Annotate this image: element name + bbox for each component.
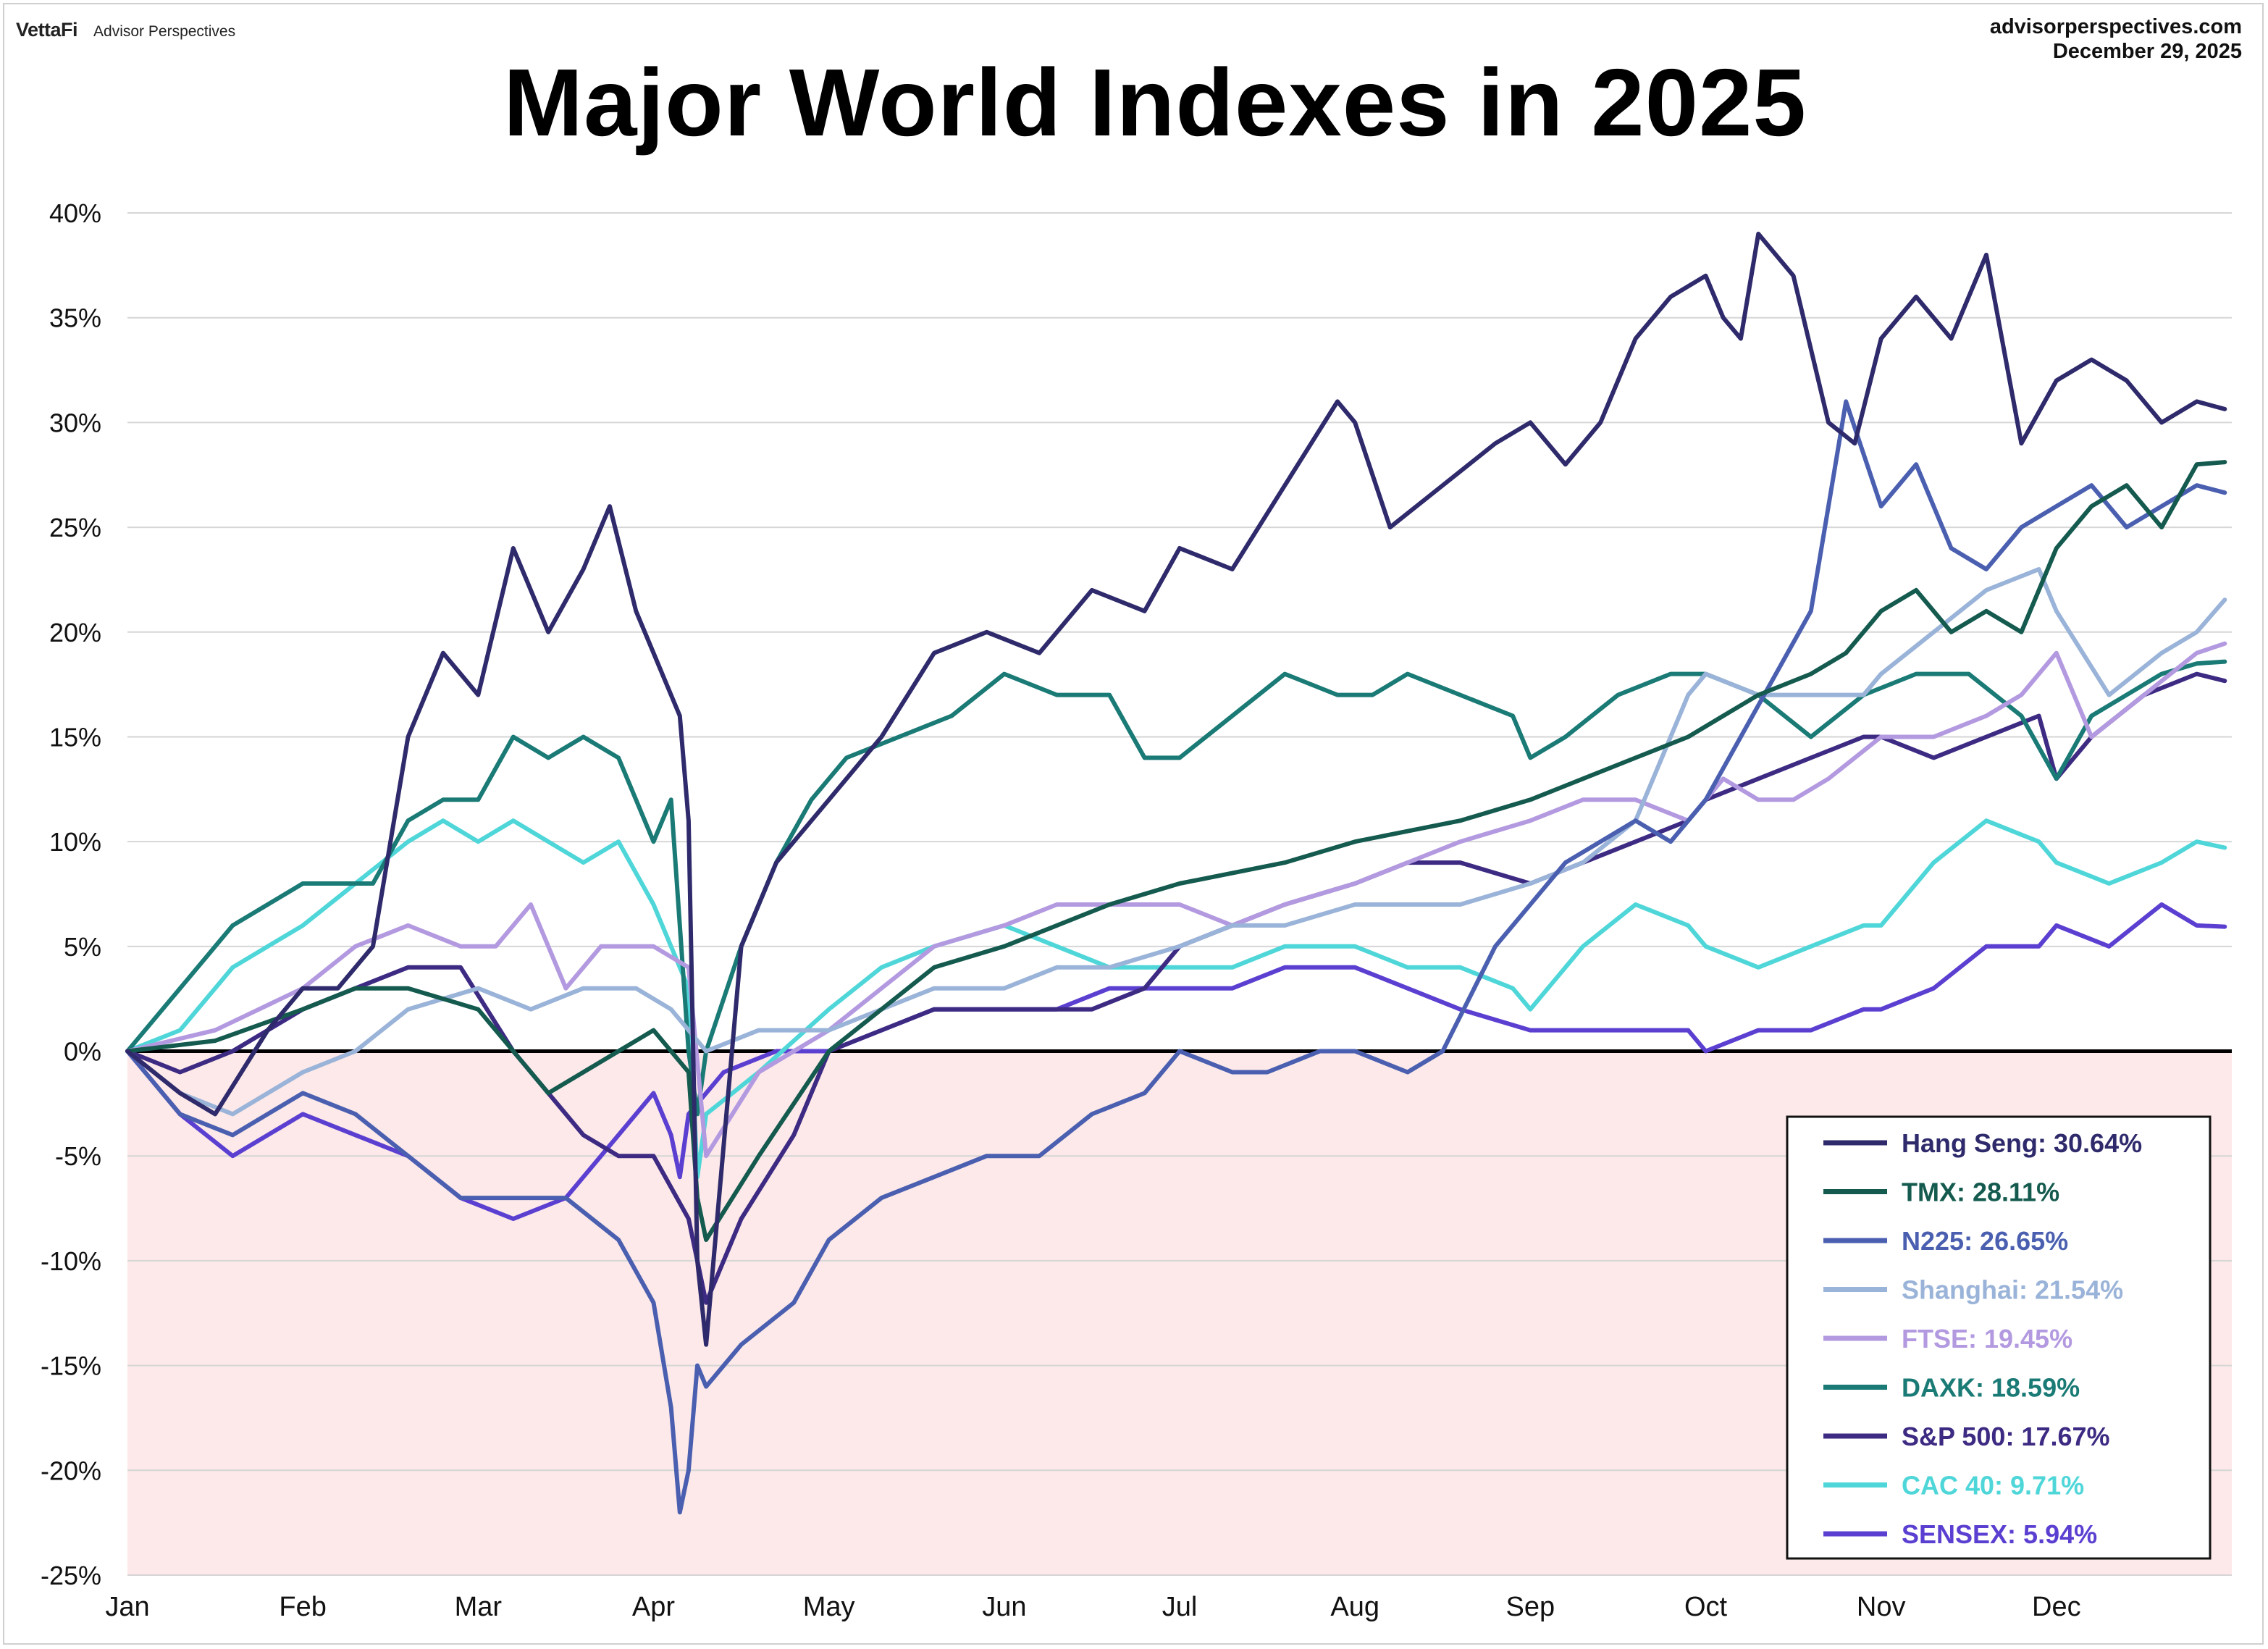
x-tick-label: Sep — [1506, 1592, 1555, 1622]
y-tick-label: 40% — [49, 198, 101, 228]
y-tick-label: 35% — [49, 303, 101, 333]
legend-label: N225: 26.65% — [1902, 1226, 2068, 1256]
x-tick-label: Aug — [1330, 1592, 1379, 1622]
x-tick-label: Feb — [279, 1592, 326, 1622]
site-info: advisorperspectives.com December 29, 202… — [1990, 14, 2242, 64]
chart-frame — [3, 3, 2264, 1645]
x-tick-label: Mar — [455, 1592, 503, 1622]
y-tick-label: -15% — [41, 1351, 101, 1381]
y-tick-label: 25% — [49, 513, 101, 542]
x-tick-label: Nov — [1857, 1592, 1906, 1622]
x-tick-label: Dec — [2032, 1592, 2081, 1622]
x-tick-label: Apr — [632, 1592, 675, 1622]
x-tick-label: Jan — [105, 1592, 149, 1622]
x-tick-label: Oct — [1684, 1592, 1728, 1622]
y-tick-label: -10% — [41, 1246, 101, 1276]
series-line-n225[interactable] — [125, 399, 2227, 1515]
y-tick-label: 10% — [49, 827, 101, 857]
legend-label: S&P 500: 17.67% — [1902, 1422, 2110, 1451]
chart-title: Major World Indexes in 2025 — [503, 49, 1807, 156]
legend-label: FTSE: 19.45% — [1902, 1324, 2072, 1354]
y-tick-label: 20% — [49, 618, 101, 647]
series-line-cac-40[interactable] — [125, 818, 2227, 1180]
brand: VettaFi Advisor Perspectives — [16, 19, 235, 41]
y-tick-label: -25% — [41, 1561, 101, 1590]
y-tick-label: 15% — [49, 722, 101, 752]
legend-label: SENSEX: 5.94% — [1902, 1519, 2097, 1549]
series-line-ftse[interactable] — [125, 641, 2227, 1159]
series-line-hang-seng[interactable] — [125, 231, 2227, 1347]
y-tick-label: 5% — [64, 932, 101, 962]
legend-label: Shanghai: 21.54% — [1902, 1275, 2123, 1305]
site-url[interactable]: advisorperspectives.com — [1989, 15, 2242, 38]
brand-logo[interactable]: VettaFi — [16, 19, 78, 41]
x-tick-label: May — [803, 1592, 855, 1622]
legend-label: Hang Seng: 30.64% — [1902, 1128, 2142, 1158]
series-line-tmx[interactable] — [125, 460, 2227, 1242]
legend-label: TMX: 28.11% — [1902, 1178, 2059, 1207]
x-tick-label: Jun — [982, 1592, 1026, 1622]
y-tick-label: 30% — [49, 408, 101, 437]
y-tick-label: -5% — [55, 1141, 101, 1171]
series-line-sensex[interactable] — [125, 902, 2227, 1221]
publish-date: December 29, 2025 — [2052, 40, 2242, 63]
legend-label: DAXK: 18.59% — [1902, 1373, 2080, 1403]
brand-subtitle: Advisor Perspectives — [93, 23, 236, 40]
series-line-shanghai[interactable] — [125, 567, 2227, 1117]
x-tick-label: Jul — [1162, 1592, 1198, 1622]
legend-label: CAC 40: 9.71% — [1902, 1471, 2084, 1501]
y-tick-label: 0% — [64, 1037, 101, 1067]
y-tick-label: -20% — [41, 1456, 101, 1485]
